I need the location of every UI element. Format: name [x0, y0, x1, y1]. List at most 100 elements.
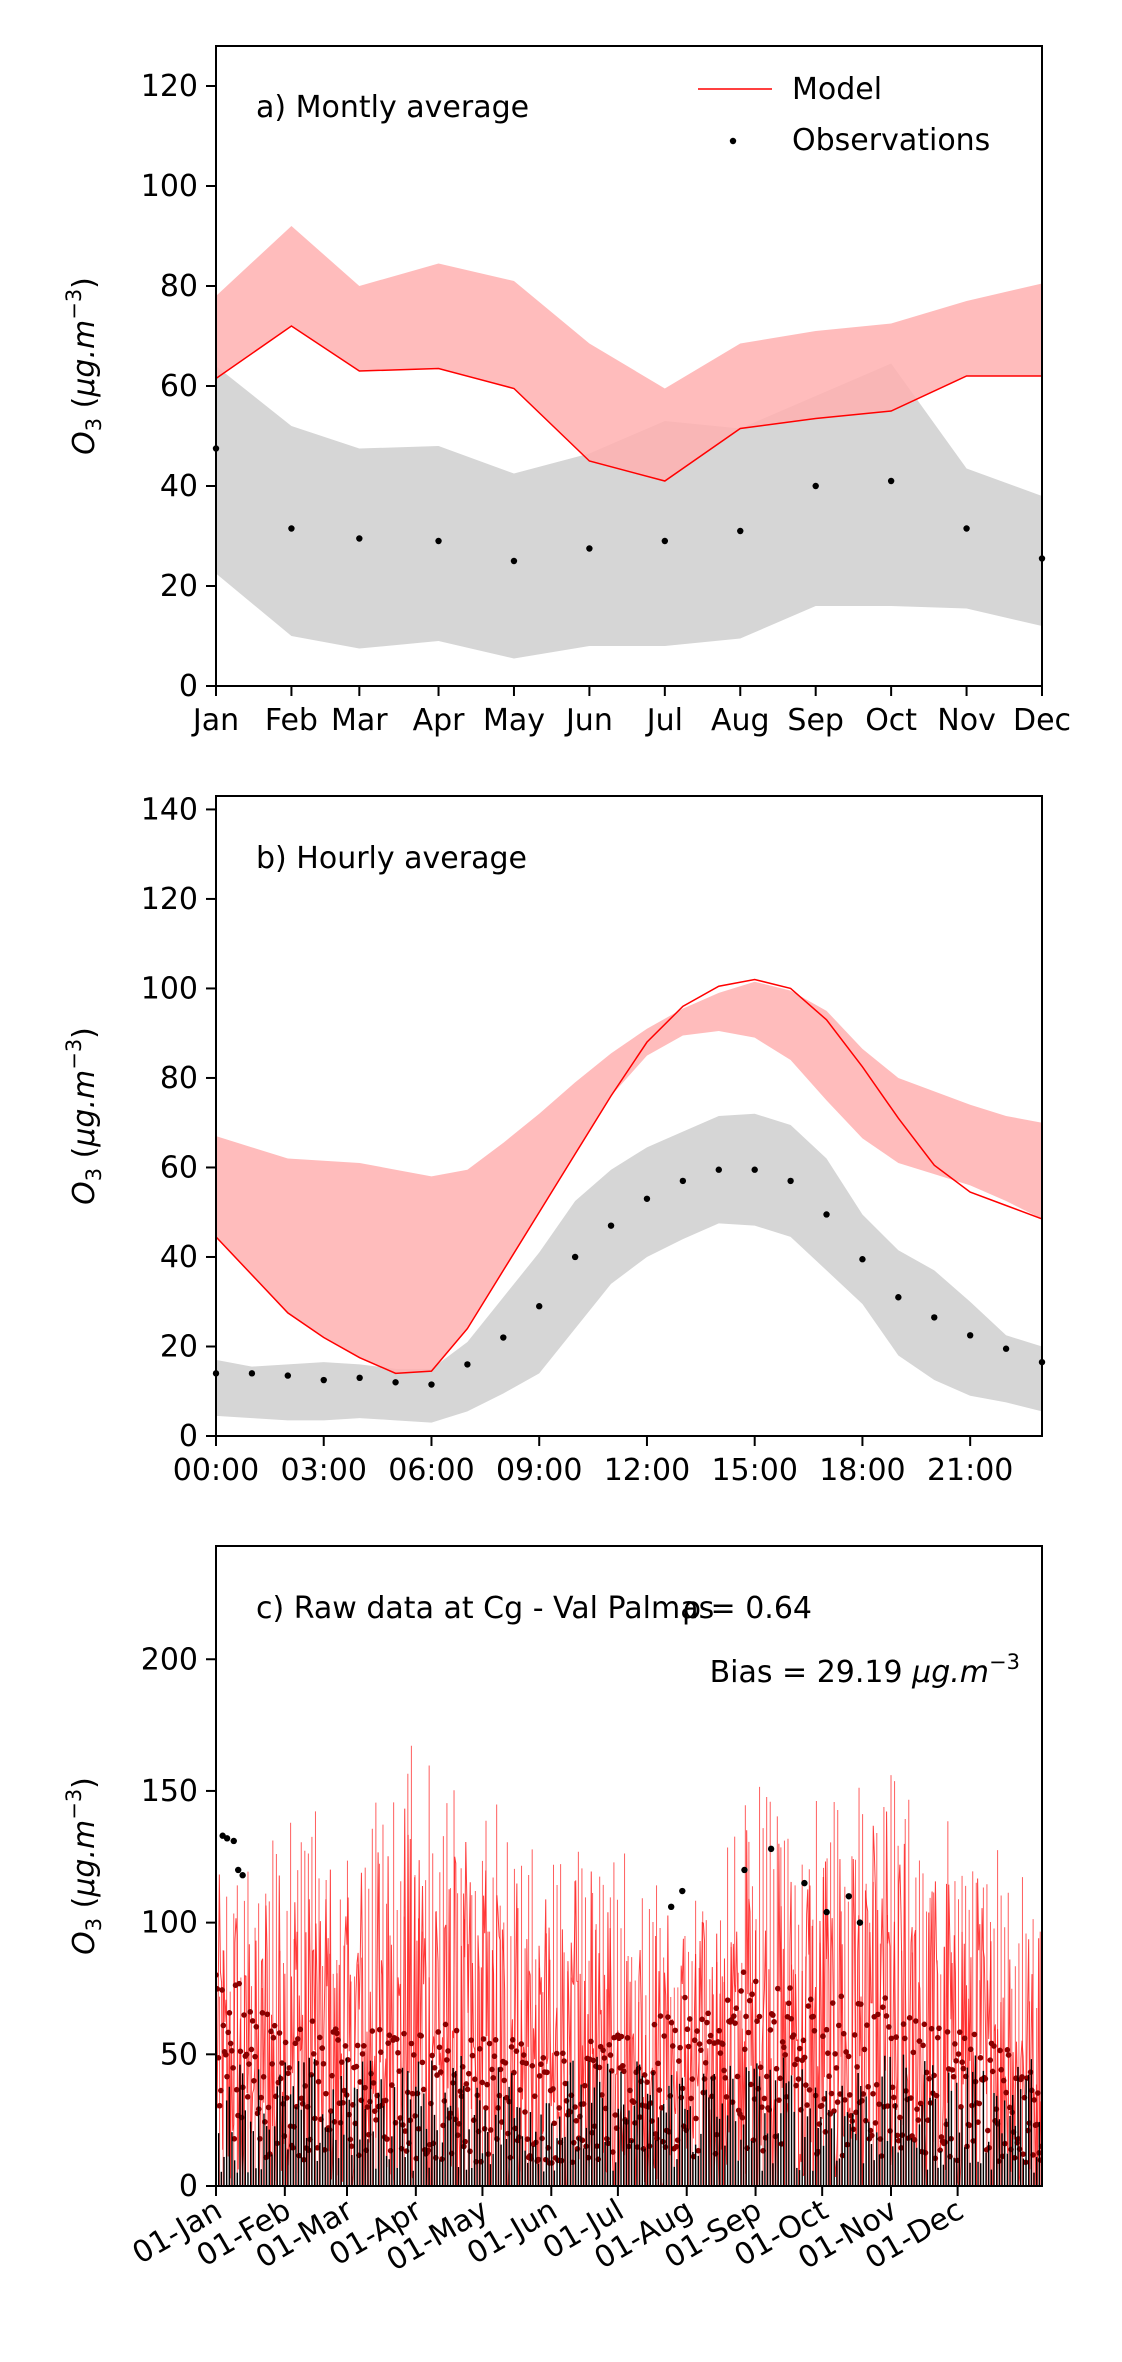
monthly-xtick-label: Nov — [937, 703, 996, 738]
raw-obs-peak-point — [223, 1835, 231, 1842]
raw-obs-point — [754, 2018, 760, 2024]
raw-obs-point — [685, 2043, 692, 2050]
raw-obs-point — [279, 2060, 285, 2066]
raw-obs-point — [334, 2030, 340, 2037]
raw-obs-point — [985, 2127, 991, 2134]
raw-obs-point — [1035, 2090, 1041, 2096]
raw-obs-point — [544, 2069, 550, 2076]
raw-obs-point — [1007, 2104, 1013, 2111]
raw-obs-point — [220, 2022, 227, 2029]
raw-obs-peak-point — [239, 1872, 246, 1879]
raw-obs-point — [656, 2087, 663, 2093]
hourly-obs-point — [715, 1166, 722, 1173]
hourly-model-range-band — [216, 981, 1042, 1374]
raw-obs-point — [465, 2070, 472, 2077]
raw-obs-point — [910, 2049, 917, 2056]
raw-obs-point — [486, 2040, 493, 2047]
raw-obs-point — [269, 2061, 275, 2067]
raw-obs-point — [248, 2046, 255, 2053]
raw-obs-point — [561, 2058, 567, 2064]
raw-obs-point — [908, 2095, 914, 2101]
raw-obs-point — [264, 2011, 271, 2018]
raw-axes-frame — [215, 1545, 1043, 2187]
raw-obs-point — [695, 2147, 702, 2154]
raw-obs-point — [317, 2034, 323, 2041]
raw-obs-point — [869, 2132, 875, 2139]
raw-obs-point — [687, 2016, 693, 2022]
hourly-obs-point — [931, 1314, 938, 1321]
raw-obs-point — [241, 2012, 247, 2018]
raw-obs-point — [865, 2083, 871, 2090]
raw-obs-point — [641, 2072, 648, 2078]
hourly-obs-point — [320, 1376, 327, 1384]
raw-obs-point — [285, 2070, 291, 2077]
raw-obs-point — [354, 2042, 361, 2049]
raw-obs-point — [364, 2104, 371, 2110]
raw-y-axis: 0 50 100 150 200 — [141, 1642, 216, 2204]
raw-obs-point — [518, 2041, 525, 2047]
raw-obs-point — [429, 2052, 435, 2059]
raw-obs-point — [845, 2053, 852, 2060]
raw-obs-point — [724, 1997, 731, 2003]
raw-obs-point — [837, 2091, 843, 2097]
raw-obs-point — [912, 2018, 919, 2024]
raw-obs-point — [657, 2013, 664, 2019]
raw-obs-point — [551, 2120, 558, 2127]
panel-hourly-average: 0 20 40 60 80 100 120 140 00:00 03:00 06:00 09:00 1… — [62, 792, 1046, 1488]
raw-obs-point — [793, 2082, 799, 2089]
raw-obs-point — [396, 2068, 402, 2074]
monthly-xtick-label: Jul — [645, 703, 683, 738]
raw-obs-point — [934, 2034, 941, 2041]
raw-obs-point — [444, 2057, 450, 2063]
raw-obs-point — [501, 2077, 508, 2084]
raw-obs-point — [224, 2073, 230, 2080]
raw-obs-point — [295, 2036, 301, 2042]
hourly-obs-point — [859, 1256, 866, 1263]
monthly-y-axis: 0 20 40 60 80 100 120 — [141, 69, 216, 704]
raw-obs-point — [731, 2013, 737, 2019]
raw-obs-point — [900, 2021, 907, 2027]
raw-obs-point — [794, 2056, 801, 2063]
raw-obs-point — [553, 2050, 560, 2057]
raw-obs-point — [796, 2045, 803, 2052]
raw-obs-point — [969, 2102, 975, 2109]
raw-obs-point — [795, 2076, 802, 2082]
raw-obs-point — [496, 2092, 503, 2099]
raw-obs-peak-point — [845, 1893, 853, 1900]
hourly-ytick-label: 100 — [141, 971, 198, 1006]
raw-obs-point — [395, 2049, 401, 2056]
raw-obs-point — [371, 2108, 378, 2114]
raw-obs-point — [790, 2032, 797, 2038]
raw-obs-point — [701, 2076, 708, 2082]
raw-obs-point — [997, 2047, 1003, 2054]
raw-obs-point — [774, 1985, 781, 1992]
raw-obs-point — [582, 2082, 588, 2089]
raw-obs-point — [335, 2037, 341, 2043]
raw-obs-point — [259, 2010, 266, 2016]
raw-obs-point — [484, 2081, 490, 2088]
raw-obs-point — [977, 2054, 984, 2061]
raw-obs-point — [265, 2104, 272, 2111]
raw-obs-point — [497, 2066, 504, 2073]
raw-obs-point — [763, 2073, 770, 2080]
raw-obs-point — [917, 2100, 924, 2107]
raw-obs-point — [788, 2015, 795, 2022]
raw-obs-point — [967, 2046, 974, 2053]
raw-obs-point — [373, 2117, 379, 2123]
raw-obs-point — [370, 2080, 377, 2086]
raw-obs-point — [959, 2059, 965, 2065]
raw-obs-point — [906, 2015, 913, 2021]
raw-obs-point — [1004, 2047, 1011, 2053]
monthly-ytick-label: 120 — [141, 69, 198, 104]
raw-obs-point — [926, 2075, 933, 2082]
raw-obs-point — [348, 2143, 355, 2149]
raw-series-layer — [216, 1745, 1042, 2186]
raw-obs-point — [467, 2148, 473, 2155]
raw-obs-point — [888, 2035, 895, 2042]
raw-obs-point — [831, 2108, 837, 2114]
raw-obs-point — [669, 2043, 676, 2049]
raw-obs-point — [925, 2117, 931, 2123]
raw-obs-point — [785, 2000, 792, 2007]
raw-obs-point — [397, 2115, 404, 2121]
raw-obs-point — [610, 2149, 616, 2155]
